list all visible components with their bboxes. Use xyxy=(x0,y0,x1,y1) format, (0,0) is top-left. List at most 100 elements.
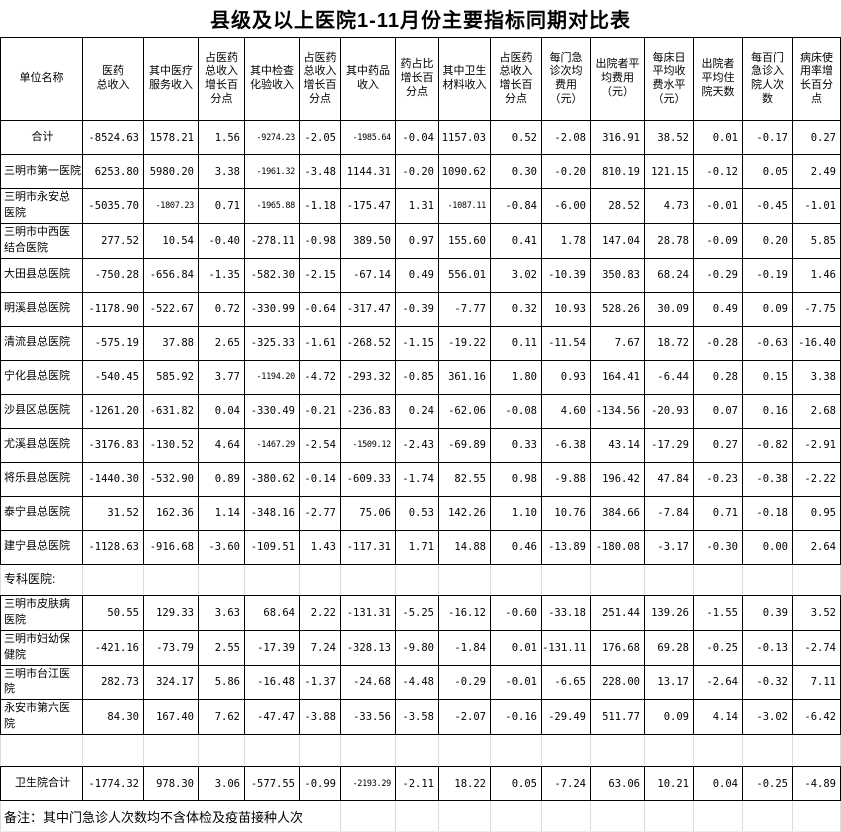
value-cell: 585.92 xyxy=(143,359,199,395)
value-cell xyxy=(299,563,341,596)
value-cell: -33.56 xyxy=(340,699,396,736)
table-row: 三明市台江医 院 282.73 324.17 5.86 -16.48 -1.37 -24.6… xyxy=(0,664,841,701)
value-cell: -2.54 xyxy=(299,427,341,463)
value-cell: 0.72 xyxy=(198,291,245,327)
value-cell: -0.45 xyxy=(742,188,793,224)
note-empty-cell xyxy=(590,800,645,832)
value-cell xyxy=(693,563,743,596)
value-cell: -540.45 xyxy=(82,359,144,395)
value-cell: -134.56 xyxy=(590,393,645,429)
value-cell: -180.08 xyxy=(590,529,645,565)
value-cell: -4.72 xyxy=(299,359,341,395)
value-cell: 14.88 xyxy=(438,529,491,565)
value-cell: -0.04 xyxy=(395,120,439,155)
value-cell: -1965.88 xyxy=(244,188,300,224)
value-cell: -0.32 xyxy=(742,664,793,701)
note-empty-cell xyxy=(490,800,542,832)
header-cell: 其中药品 收入 xyxy=(340,37,396,121)
value-cell: 1.78 xyxy=(541,222,591,259)
unit-name-cell: 明溪县总医院 xyxy=(0,291,83,327)
value-cell: 69.28 xyxy=(644,629,694,666)
value-cell: -0.30 xyxy=(693,529,743,565)
value-cell: -2.77 xyxy=(299,495,341,531)
unit-name-cell: 专科医院: xyxy=(0,563,83,596)
value-cell: -0.14 xyxy=(299,461,341,497)
value-cell: -0.23 xyxy=(693,461,743,497)
value-cell: -6.44 xyxy=(644,359,694,395)
table-row: 专科医院: xyxy=(0,563,841,596)
page-title: 县级及以上医院1-11月份主要指标同期对比表 xyxy=(210,10,631,32)
value-cell: -3.88 xyxy=(299,699,341,736)
value-cell: 4.14 xyxy=(693,699,743,736)
value-cell: -0.18 xyxy=(742,495,793,531)
value-cell: 0.41 xyxy=(490,222,542,259)
unit-name-cell: 卫生院合计 xyxy=(0,766,83,802)
value-cell: -16.40 xyxy=(792,325,841,361)
table-row: 大田县总医院 -750.28 -656.84 -1.35 -582.30 -2.15 -67… xyxy=(0,257,841,293)
unit-name-cell xyxy=(0,734,83,768)
unit-name-cell: 建宁县总医院 xyxy=(0,529,83,565)
table-row: 合计 -8524.63 1578.21 1.56 -9274.23 -2.05 -1985.… xyxy=(0,120,841,155)
value-cell: 0.27 xyxy=(792,120,841,155)
unit-name-cell: 三明市永安总 医院 xyxy=(0,188,83,224)
value-cell: 3.02 xyxy=(490,257,542,293)
value-cell xyxy=(143,734,199,768)
value-cell: 38.52 xyxy=(644,120,694,155)
value-cell: -69.89 xyxy=(438,427,491,463)
value-cell: 7.62 xyxy=(198,699,245,736)
value-cell: -1.35 xyxy=(198,257,245,293)
value-cell: 277.52 xyxy=(82,222,144,259)
value-cell xyxy=(541,563,591,596)
note-empty-cell xyxy=(792,800,841,832)
value-cell: -2.15 xyxy=(299,257,341,293)
value-cell: 121.15 xyxy=(644,154,694,189)
unit-name-cell: 三明市第一医院 xyxy=(0,154,83,189)
value-cell: 68.64 xyxy=(244,594,300,631)
value-cell: -9.80 xyxy=(395,629,439,666)
value-cell: 0.49 xyxy=(693,291,743,327)
value-cell: 1.56 xyxy=(198,120,245,155)
table-row: 尤溪县总医院 -3176.83 -130.52 4.64 -1467.29 -2.54 -1… xyxy=(0,427,841,463)
value-cell: -0.25 xyxy=(693,629,743,666)
value-cell: -0.16 xyxy=(490,699,542,736)
value-cell: -1.37 xyxy=(299,664,341,701)
value-cell: 43.14 xyxy=(590,427,645,463)
value-cell: -1.55 xyxy=(693,594,743,631)
value-cell: 10.76 xyxy=(541,495,591,531)
value-cell: 0.20 xyxy=(742,222,793,259)
value-cell: -0.84 xyxy=(490,188,542,224)
value-cell: 5.86 xyxy=(198,664,245,701)
value-cell xyxy=(490,563,542,596)
value-cell: 528.26 xyxy=(590,291,645,327)
value-cell: -117.31 xyxy=(340,529,396,565)
table-row: 三明市中西医 结合医院 277.52 10.54 -0.40 -278.11 -0.98 3… xyxy=(0,222,841,259)
value-cell: -7.24 xyxy=(541,766,591,802)
value-cell: -10.39 xyxy=(541,257,591,293)
value-cell: -1128.63 xyxy=(82,529,144,565)
value-cell: 129.33 xyxy=(143,594,199,631)
value-cell xyxy=(143,563,199,596)
value-cell: -2.43 xyxy=(395,427,439,463)
value-cell: -1.18 xyxy=(299,188,341,224)
value-cell: 30.09 xyxy=(644,291,694,327)
value-cell: -6.00 xyxy=(541,188,591,224)
value-cell: -7.77 xyxy=(438,291,491,327)
value-cell: -3.02 xyxy=(742,699,793,736)
table-row: 永安市第六医 院 84.30 167.40 7.62 -47.47 -3.88 -33.56… xyxy=(0,699,841,736)
value-cell: -325.33 xyxy=(244,325,300,361)
value-cell: 162.36 xyxy=(143,495,199,531)
value-cell: 389.50 xyxy=(340,222,396,259)
header-cell: 药占比 增长百 分点 xyxy=(395,37,439,121)
value-cell: -67.14 xyxy=(340,257,396,293)
value-cell: -1.74 xyxy=(395,461,439,497)
value-cell: -609.33 xyxy=(340,461,396,497)
value-cell: 0.04 xyxy=(198,393,245,429)
note-empty-cell xyxy=(438,800,491,832)
value-cell: -750.28 xyxy=(82,257,144,293)
value-cell: -577.55 xyxy=(244,766,300,802)
value-cell: -0.01 xyxy=(490,664,542,701)
value-cell: 164.41 xyxy=(590,359,645,395)
value-cell: 2.68 xyxy=(792,393,841,429)
table-row: 沙县区总医院 -1261.20 -631.82 0.04 -330.49 -0.21 -23… xyxy=(0,393,841,429)
value-cell: -6.42 xyxy=(792,699,841,736)
